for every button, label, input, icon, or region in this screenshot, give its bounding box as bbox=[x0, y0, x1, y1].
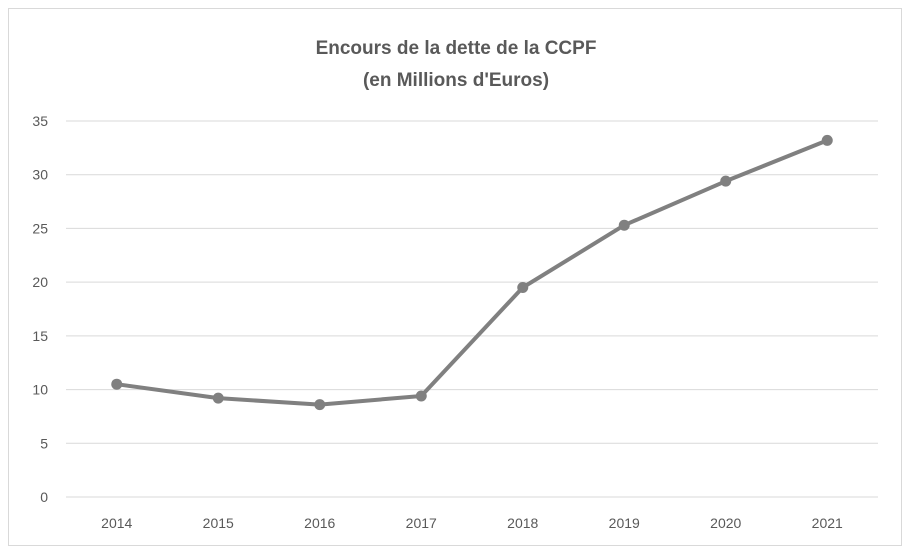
x-tick-label: 2021 bbox=[812, 515, 843, 531]
x-tick-label: 2014 bbox=[101, 515, 132, 531]
data-point-2018 bbox=[517, 282, 529, 294]
x-tick-label: 2015 bbox=[203, 515, 234, 531]
y-axis: 0 5 10 15 20 25 30 35 bbox=[32, 113, 48, 505]
x-axis: 2014 2015 2016 2017 2018 2019 2020 2021 bbox=[101, 515, 843, 531]
y-tick-label: 30 bbox=[32, 167, 48, 183]
data-point-2017 bbox=[415, 390, 427, 402]
y-tick-label: 10 bbox=[32, 382, 48, 398]
y-tick-label: 25 bbox=[32, 220, 48, 236]
series-line bbox=[114, 138, 830, 407]
chart-frame bbox=[8, 8, 902, 546]
x-tick-label: 2020 bbox=[710, 515, 741, 531]
x-tick-label: 2019 bbox=[609, 515, 640, 531]
data-point-2014 bbox=[111, 378, 123, 390]
chart-title-line-1: Encours de la dette de la CCPF bbox=[316, 38, 597, 59]
series-layer bbox=[111, 134, 833, 411]
chart-title-line-2: (en Millions d'Euros) bbox=[363, 70, 549, 91]
y-tick-label: 35 bbox=[32, 113, 48, 129]
data-point-2020 bbox=[720, 175, 732, 187]
data-point-2016 bbox=[314, 399, 326, 411]
data-point-2021 bbox=[821, 134, 833, 146]
data-point-2015 bbox=[212, 392, 224, 404]
y-tick-label: 5 bbox=[40, 435, 48, 451]
y-tick-label: 0 bbox=[40, 489, 48, 505]
gridlines bbox=[66, 120, 878, 498]
x-tick-label: 2018 bbox=[507, 515, 538, 531]
x-tick-label: 2017 bbox=[406, 515, 437, 531]
x-tick-label: 2016 bbox=[304, 515, 335, 531]
y-tick-label: 15 bbox=[32, 328, 48, 344]
chart-title: Encours de la dette de la CCPF (en Milli… bbox=[316, 38, 597, 91]
data-point-2019 bbox=[618, 219, 630, 231]
y-tick-label: 20 bbox=[32, 274, 48, 290]
